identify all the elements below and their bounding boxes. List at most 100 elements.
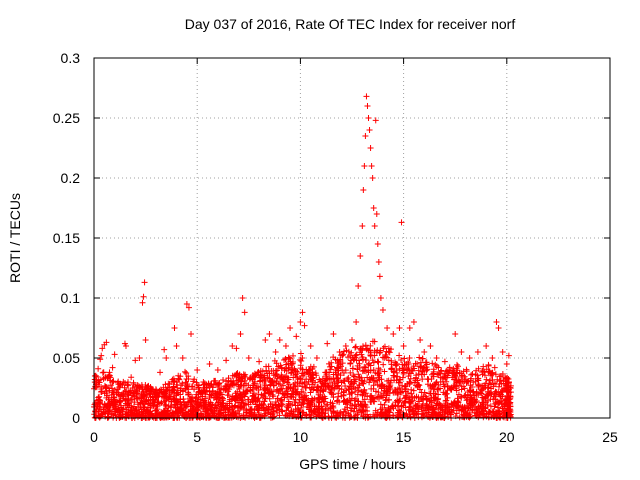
data-point (359, 391, 366, 398)
data-points (91, 93, 514, 421)
data-point (226, 400, 233, 407)
data-point (209, 409, 216, 416)
data-point (197, 410, 204, 417)
data-point (307, 343, 314, 349)
data-point (435, 371, 442, 378)
data-point (504, 402, 511, 409)
data-point (229, 343, 236, 349)
data-point (286, 364, 293, 371)
data-point (283, 361, 290, 368)
data-point (369, 357, 376, 364)
data-point (362, 133, 369, 139)
data-point (179, 355, 186, 361)
data-point (355, 283, 362, 289)
data-point (410, 387, 417, 394)
data-point (241, 309, 248, 316)
data-point (126, 400, 133, 407)
data-point (215, 381, 222, 388)
data-point (246, 410, 253, 417)
data-point (474, 349, 481, 355)
x-tick-label: 25 (602, 429, 618, 445)
data-point (485, 361, 492, 368)
data-point (350, 372, 357, 379)
x-tick-label: 20 (499, 429, 515, 445)
data-point (125, 382, 132, 389)
data-point (107, 382, 114, 389)
data-point (158, 399, 165, 406)
data-point (345, 354, 352, 361)
data-point (154, 412, 161, 419)
data-point (278, 400, 285, 407)
data-point (125, 392, 132, 399)
data-point (262, 393, 269, 400)
chart-title: Day 037 of 2016, Rate Of TEC Index for r… (184, 16, 516, 32)
data-point (466, 387, 473, 394)
data-point (169, 395, 176, 402)
data-point (231, 372, 238, 379)
data-point (266, 331, 273, 337)
data-point (354, 411, 361, 418)
data-point (396, 325, 403, 331)
data-point (352, 343, 359, 350)
data-point (387, 377, 394, 384)
data-point (442, 398, 449, 405)
data-point (294, 369, 301, 376)
data-point (153, 394, 160, 401)
data-point (383, 348, 390, 355)
data-point (478, 409, 485, 416)
data-point (476, 411, 483, 418)
y-tick-label: 0.3 (61, 50, 81, 66)
data-point (497, 373, 504, 380)
data-point (220, 377, 227, 384)
data-point (136, 355, 143, 361)
data-point (139, 383, 146, 390)
data-point (419, 355, 426, 362)
data-point (336, 349, 343, 355)
data-point (400, 365, 407, 372)
data-point (313, 355, 320, 361)
data-point (251, 373, 258, 379)
data-point (104, 410, 111, 417)
data-point (133, 407, 140, 414)
data-point (382, 351, 389, 358)
data-point (288, 390, 295, 397)
data-point (163, 401, 170, 408)
data-point (265, 363, 272, 370)
data-point (267, 388, 274, 395)
data-point (347, 360, 354, 367)
data-point (284, 412, 291, 419)
data-point (402, 404, 409, 411)
x-tick-label: 15 (396, 429, 412, 445)
data-point (422, 402, 429, 409)
data-point (352, 401, 359, 408)
data-point (507, 384, 514, 391)
data-point (453, 370, 460, 377)
data-point (469, 371, 476, 378)
data-point (287, 358, 294, 365)
data-point (312, 370, 319, 377)
data-point (307, 389, 314, 396)
data-point (364, 393, 371, 400)
data-point (187, 398, 194, 405)
data-point (111, 351, 118, 358)
data-point (410, 319, 417, 325)
data-point (365, 361, 372, 368)
data-point (474, 372, 481, 379)
data-point (376, 349, 383, 356)
data-point (237, 393, 244, 400)
data-point (414, 360, 421, 367)
data-point (466, 355, 473, 361)
data-point (345, 374, 352, 381)
data-point (241, 392, 248, 399)
data-point (479, 386, 486, 393)
data-point (462, 376, 469, 383)
data-point (205, 380, 212, 387)
data-point (276, 337, 283, 343)
data-point (406, 378, 413, 385)
data-point (363, 93, 370, 100)
data-point (266, 389, 273, 396)
data-point (272, 368, 279, 375)
data-point (214, 401, 221, 408)
data-point (401, 355, 408, 362)
data-point (494, 376, 501, 383)
